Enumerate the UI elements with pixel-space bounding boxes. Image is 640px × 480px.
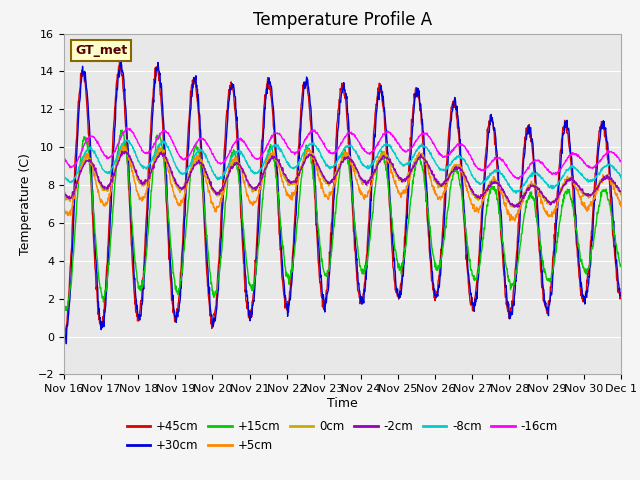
-8cm xyxy=(617,175,625,181)
+30cm xyxy=(60,333,68,338)
-2cm xyxy=(502,193,509,199)
+5cm xyxy=(246,199,254,204)
+15cm xyxy=(185,197,193,203)
+45cm xyxy=(116,56,124,62)
-2cm xyxy=(246,182,254,188)
0cm xyxy=(502,194,509,200)
0cm xyxy=(119,146,127,152)
+45cm xyxy=(247,312,255,318)
+15cm xyxy=(552,251,559,257)
-2cm xyxy=(514,204,522,210)
-2cm xyxy=(429,171,437,177)
+45cm xyxy=(502,301,510,307)
-16cm xyxy=(502,162,509,168)
-16cm xyxy=(429,140,437,145)
+15cm xyxy=(617,263,625,268)
+30cm xyxy=(502,285,510,291)
+45cm xyxy=(552,226,559,232)
-8cm xyxy=(502,177,509,182)
-2cm xyxy=(552,197,559,203)
-8cm xyxy=(512,191,520,196)
Title: Temperature Profile A: Temperature Profile A xyxy=(253,11,432,29)
+5cm xyxy=(184,179,192,184)
+30cm xyxy=(552,238,559,243)
+30cm xyxy=(617,292,625,298)
+15cm xyxy=(172,283,179,289)
Legend: +45cm, +30cm, +15cm, +5cm, 0cm, -2cm, -8cm, -16cm: +45cm, +30cm, +15cm, +5cm, 0cm, -2cm, -8… xyxy=(122,416,563,457)
-16cm xyxy=(60,153,68,159)
+30cm xyxy=(63,341,70,347)
-2cm xyxy=(617,189,625,194)
0cm xyxy=(246,184,254,190)
+5cm xyxy=(502,200,509,206)
+15cm xyxy=(429,253,437,259)
0cm xyxy=(184,176,192,181)
Line: +30cm: +30cm xyxy=(64,59,621,344)
-8cm xyxy=(123,137,131,143)
+5cm xyxy=(511,218,518,224)
0cm xyxy=(552,198,559,204)
-16cm xyxy=(122,125,130,131)
-16cm xyxy=(552,171,559,177)
+30cm xyxy=(185,145,193,151)
Line: 0cm: 0cm xyxy=(64,149,621,207)
+5cm xyxy=(617,204,625,209)
-2cm xyxy=(184,178,192,183)
+45cm xyxy=(61,334,68,340)
+5cm xyxy=(429,184,437,190)
0cm xyxy=(429,172,437,178)
0cm xyxy=(60,191,68,197)
+15cm xyxy=(502,264,510,270)
Line: +15cm: +15cm xyxy=(64,130,621,311)
Line: +5cm: +5cm xyxy=(64,144,621,221)
-8cm xyxy=(246,167,254,172)
-16cm xyxy=(246,149,254,155)
-8cm xyxy=(171,160,179,166)
Line: -8cm: -8cm xyxy=(64,140,621,193)
+30cm xyxy=(117,56,125,61)
+45cm xyxy=(60,331,68,336)
+15cm xyxy=(63,308,70,313)
+15cm xyxy=(247,284,255,290)
0cm xyxy=(617,192,625,198)
+15cm xyxy=(118,127,126,133)
+30cm xyxy=(247,313,255,319)
-8cm xyxy=(184,166,192,171)
-2cm xyxy=(118,148,126,154)
Line: -16cm: -16cm xyxy=(64,128,621,179)
Text: GT_met: GT_met xyxy=(75,44,127,57)
-16cm xyxy=(617,158,625,164)
Line: -2cm: -2cm xyxy=(64,151,621,207)
-8cm xyxy=(60,172,68,178)
-8cm xyxy=(429,156,437,161)
+5cm xyxy=(60,206,68,212)
-16cm xyxy=(171,144,179,149)
Line: +45cm: +45cm xyxy=(64,59,621,337)
+45cm xyxy=(617,290,625,296)
-2cm xyxy=(60,189,68,195)
+5cm xyxy=(171,194,179,200)
+30cm xyxy=(172,314,179,320)
-16cm xyxy=(184,154,192,159)
Y-axis label: Temperature (C): Temperature (C) xyxy=(19,153,32,255)
0cm xyxy=(510,204,518,210)
-8cm xyxy=(552,183,559,189)
0cm xyxy=(171,180,179,186)
+15cm xyxy=(60,302,68,308)
+45cm xyxy=(185,120,193,126)
+45cm xyxy=(429,289,437,295)
-16cm xyxy=(515,176,522,182)
-2cm xyxy=(171,176,179,181)
+45cm xyxy=(172,313,179,319)
+30cm xyxy=(429,281,437,287)
+5cm xyxy=(119,141,127,146)
X-axis label: Time: Time xyxy=(327,397,358,410)
+5cm xyxy=(552,205,559,211)
